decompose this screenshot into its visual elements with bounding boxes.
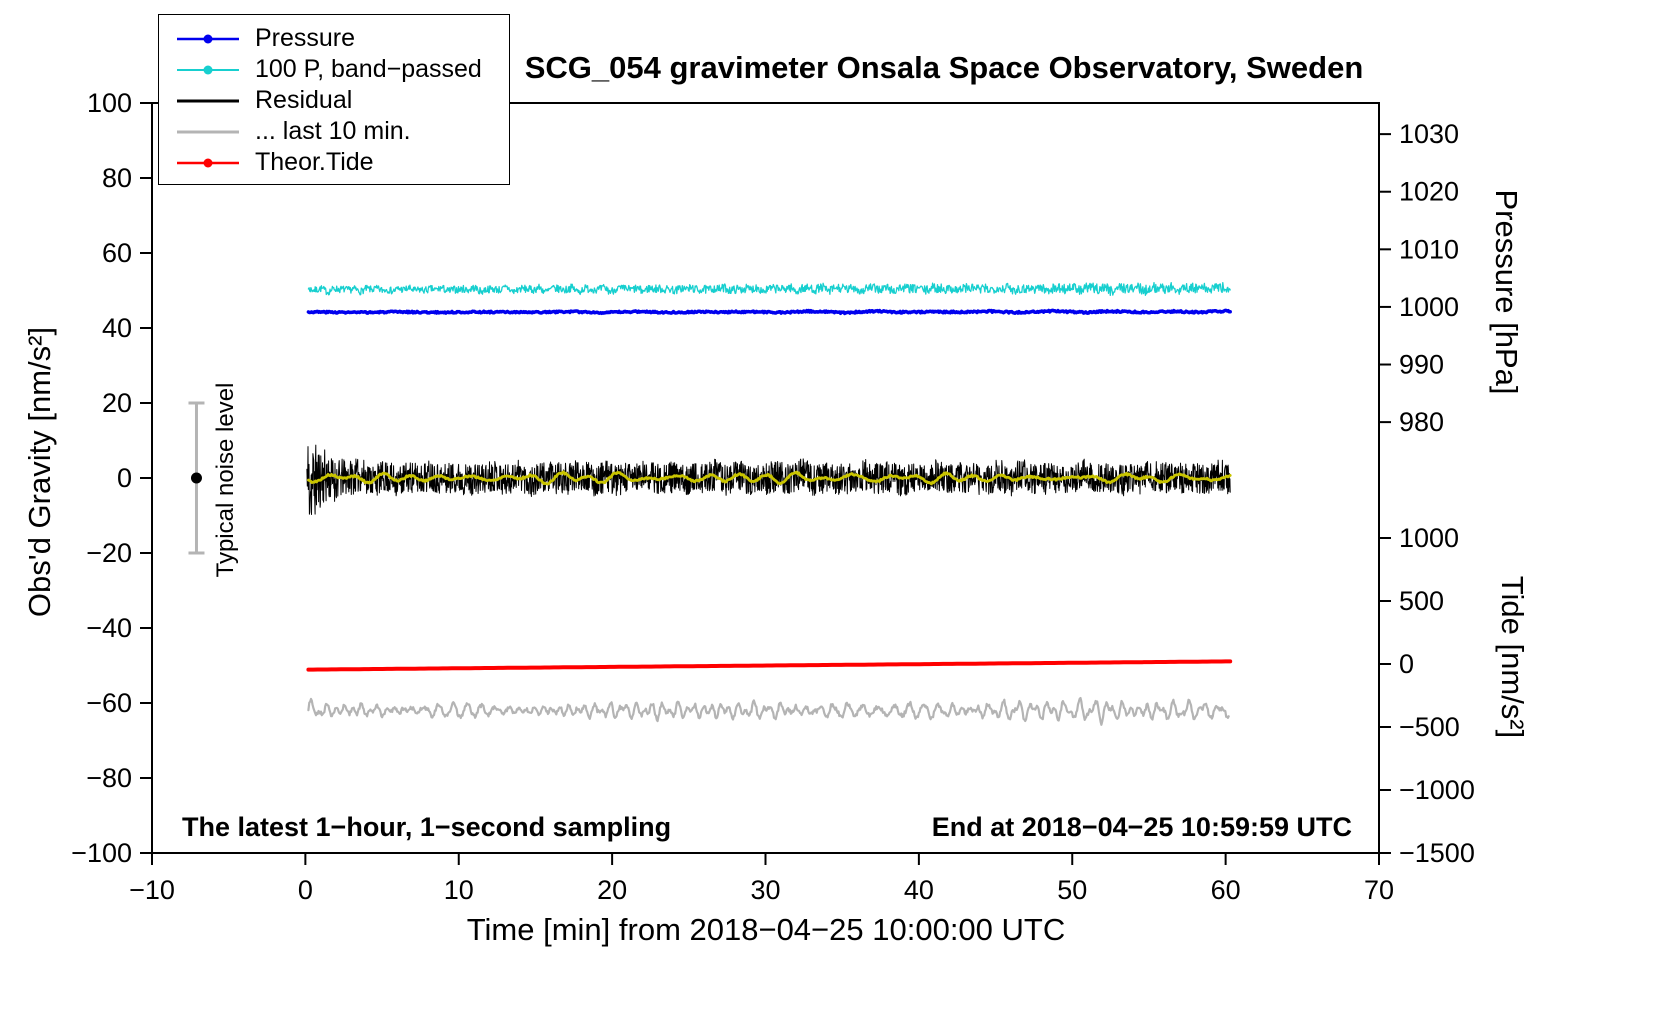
gravity-tick-label: −40 [86, 613, 132, 643]
chart-title: SCG_054 gravimeter Onsala Space Observat… [524, 50, 1364, 85]
noise-level-label: Typical noise level [212, 382, 239, 578]
y-axis-label-tide: Tide [nm/s²] [1495, 575, 1530, 739]
sampling-annotation: The latest 1−hour, 1−second sampling [182, 812, 672, 842]
legend-item: Pressure [159, 23, 509, 54]
series-residual-smoothed [306, 470, 1232, 486]
gravity-tick-label: 20 [102, 388, 132, 418]
tide-tick-label: −500 [1399, 712, 1460, 742]
tide-tick-label: 500 [1399, 586, 1444, 616]
legend-label: Theor.Tide [255, 148, 374, 176]
pressure-tick-label: 1020 [1399, 177, 1459, 207]
legend-item: 100 P, band−passed [159, 54, 509, 85]
gravity-tick-label: 80 [102, 163, 132, 193]
noise-level-dot [190, 472, 202, 484]
legend-item: Theor.Tide [159, 147, 509, 178]
gravity-tick-label: 100 [87, 88, 132, 118]
tide-tick-label: −1000 [1399, 775, 1475, 805]
tide-tick-label: 1000 [1399, 523, 1459, 553]
legend-item: Residual [159, 85, 509, 116]
pressure-tick-label: 980 [1399, 407, 1444, 437]
time-tick-label: 10 [444, 875, 474, 905]
y-axis-label-gravity: Obs'd Gravity [nm/s²] [22, 326, 57, 618]
series-pressure [306, 308, 1232, 316]
time-tick-label: 20 [597, 875, 627, 905]
time-tick-label: 70 [1364, 875, 1394, 905]
legend-marker-dotted-line [177, 34, 239, 43]
gravity-tick-label: −60 [86, 688, 132, 718]
pressure-tick-label: 1030 [1399, 119, 1459, 149]
series-theor-tide [306, 659, 1233, 672]
y-axis-label-pressure: Pressure [hPa] [1489, 189, 1524, 395]
time-tick-label: 0 [298, 875, 313, 905]
gravity-tick-label: 60 [102, 238, 132, 268]
legend-item: ... last 10 min. [159, 116, 509, 147]
gravity-tick-label: −20 [86, 538, 132, 568]
time-tick-label: 50 [1057, 875, 1087, 905]
legend-label: 100 P, band−passed [255, 55, 482, 83]
legend: Pressure 100 P, band−passed Residual ... la… [158, 14, 510, 185]
pressure-tick-label: 1010 [1399, 234, 1459, 264]
time-tick-label: 40 [904, 875, 934, 905]
legend-label: Residual [255, 86, 353, 114]
gravity-tick-label: −100 [71, 838, 132, 868]
gravity-tick-label: −80 [86, 763, 132, 793]
noise-level-bar [188, 401, 205, 555]
legend-label: ... last 10 min. [255, 117, 411, 145]
gravity-tick-label: 0 [117, 463, 132, 493]
legend-marker-dotted-line [177, 65, 239, 74]
legend-marker-line [177, 130, 239, 133]
pressure-tick-label: 990 [1399, 350, 1444, 380]
gravity-tick-label: 40 [102, 313, 132, 343]
x-axis-label: Time [min] from 2018−04−25 10:00:00 UTC [466, 912, 1066, 947]
time-tick-label: 60 [1211, 875, 1241, 905]
time-tick-label: 30 [750, 875, 780, 905]
legend-marker-line [177, 99, 239, 102]
series-bandpassed [307, 281, 1231, 297]
tide-tick-label: 0 [1399, 649, 1414, 679]
time-tick-label: −10 [129, 875, 175, 905]
pressure-tick-label: 1000 [1399, 292, 1459, 322]
series-last-10-min [307, 696, 1230, 726]
tide-tick-label: −1500 [1399, 838, 1475, 868]
legend-label: Pressure [255, 24, 356, 52]
legend-marker-dotted-line [177, 158, 239, 167]
series-residual [306, 444, 1231, 515]
end-time-annotation: End at 2018−04−25 10:59:59 UTC [931, 812, 1352, 842]
